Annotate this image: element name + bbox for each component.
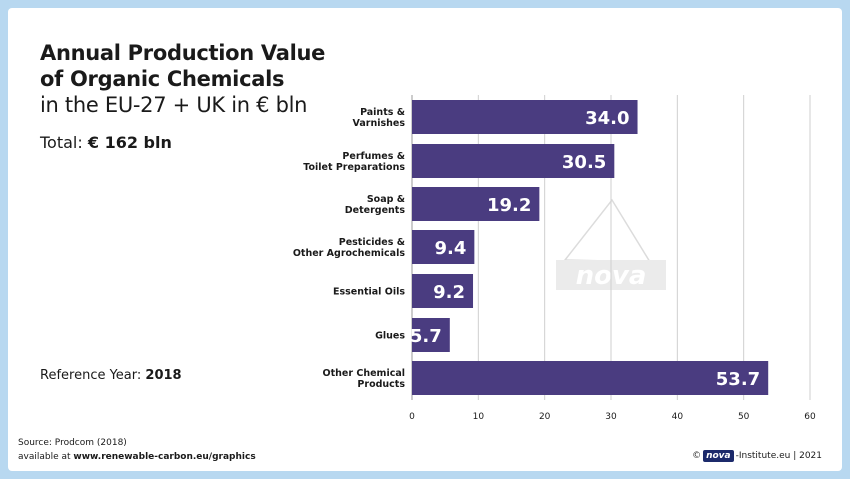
x-tick-label-50: 50 xyxy=(738,412,750,422)
category-label-line: Varnishes xyxy=(353,118,406,129)
bar-4 xyxy=(412,274,474,308)
chart-title: Annual Production Value of Organic Chemi… xyxy=(40,40,325,118)
category-label-5: Glues xyxy=(375,331,405,342)
category-label-line: Perfumes & xyxy=(342,151,405,162)
category-label-1: Perfumes & Toilet Preparations xyxy=(303,151,405,173)
bar-value-label-5: 5.7 xyxy=(410,326,442,347)
bar-value-label-2: 19.2 xyxy=(487,195,531,216)
category-label-4: Essential Oils xyxy=(333,287,405,298)
reference-year: Reference Year: 2018 xyxy=(40,368,182,383)
total-label-text: Total: xyxy=(40,133,83,152)
x-tick-label-60: 60 xyxy=(804,412,816,422)
category-label-line: Toilet Preparations xyxy=(303,162,405,173)
source-note: Source: Prodcom (2018) available at www.… xyxy=(18,436,256,464)
source-url: www.renewable-carbon.eu/graphics xyxy=(73,452,256,462)
availability-note: available at www.renewable-carbon.eu/gra… xyxy=(18,450,256,464)
category-label-6: Other Chemical Products xyxy=(323,368,406,390)
watermark-sail xyxy=(563,198,652,263)
bar-0 xyxy=(412,100,638,134)
category-label-3: Pesticides & Other Agrochemicals xyxy=(293,237,405,259)
nova-logo: nova xyxy=(703,450,734,462)
reference-year-label: Reference Year: xyxy=(40,368,142,383)
x-tick-label-40: 40 xyxy=(672,412,684,422)
bar-5 xyxy=(412,318,450,352)
category-label-2: Soap & Detergents xyxy=(345,194,406,216)
title-line-3: in the EU-27 + UK in € bln xyxy=(40,93,308,117)
total-label: Total: € 162 bln xyxy=(40,133,172,152)
bar-3 xyxy=(412,230,475,264)
source-text: Source: Prodcom (2018) xyxy=(18,438,127,448)
category-label-0: Paints & Varnishes xyxy=(353,107,406,129)
copyright-symbol: © xyxy=(692,451,702,461)
x-tick-label-0: 0 xyxy=(409,412,415,422)
category-label-line: Essential Oils xyxy=(333,287,405,298)
x-tick-label-20: 20 xyxy=(539,412,551,422)
copyright-credit: © nova -Institute.eu | 2021 xyxy=(692,450,822,462)
bar-value-label-4: 9.2 xyxy=(433,282,465,303)
category-label-line: Detergents xyxy=(345,205,406,216)
reference-year-value: 2018 xyxy=(145,368,182,383)
bar-2 xyxy=(412,187,540,221)
title-line-1: Annual Production Value xyxy=(40,41,326,65)
bar-value-label-6: 53.7 xyxy=(716,369,760,390)
category-label-line: Glues xyxy=(375,331,405,342)
category-label-line: Other Agrochemicals xyxy=(293,248,405,259)
credit-text: -Institute.eu | 2021 xyxy=(735,451,822,461)
title-line-2: of Organic Chemicals xyxy=(40,67,285,91)
x-tick-label-30: 30 xyxy=(605,412,617,422)
category-label-line: Other Chemical xyxy=(323,368,405,379)
category-label-line: Paints & xyxy=(360,107,405,118)
bar-1 xyxy=(412,144,615,178)
x-tick-label-10: 10 xyxy=(473,412,485,422)
category-label-line: Soap & xyxy=(367,194,405,205)
total-value: € 162 bln xyxy=(87,133,172,152)
bar-value-label-0: 34.0 xyxy=(585,108,629,129)
bar-value-label-1: 30.5 xyxy=(562,152,606,173)
category-label-line: Products xyxy=(357,379,405,390)
bar-6 xyxy=(412,361,769,395)
bar-value-label-3: 9.4 xyxy=(434,238,466,259)
category-label-line: Pesticides & xyxy=(339,237,405,248)
availability-label: available at xyxy=(18,452,71,462)
